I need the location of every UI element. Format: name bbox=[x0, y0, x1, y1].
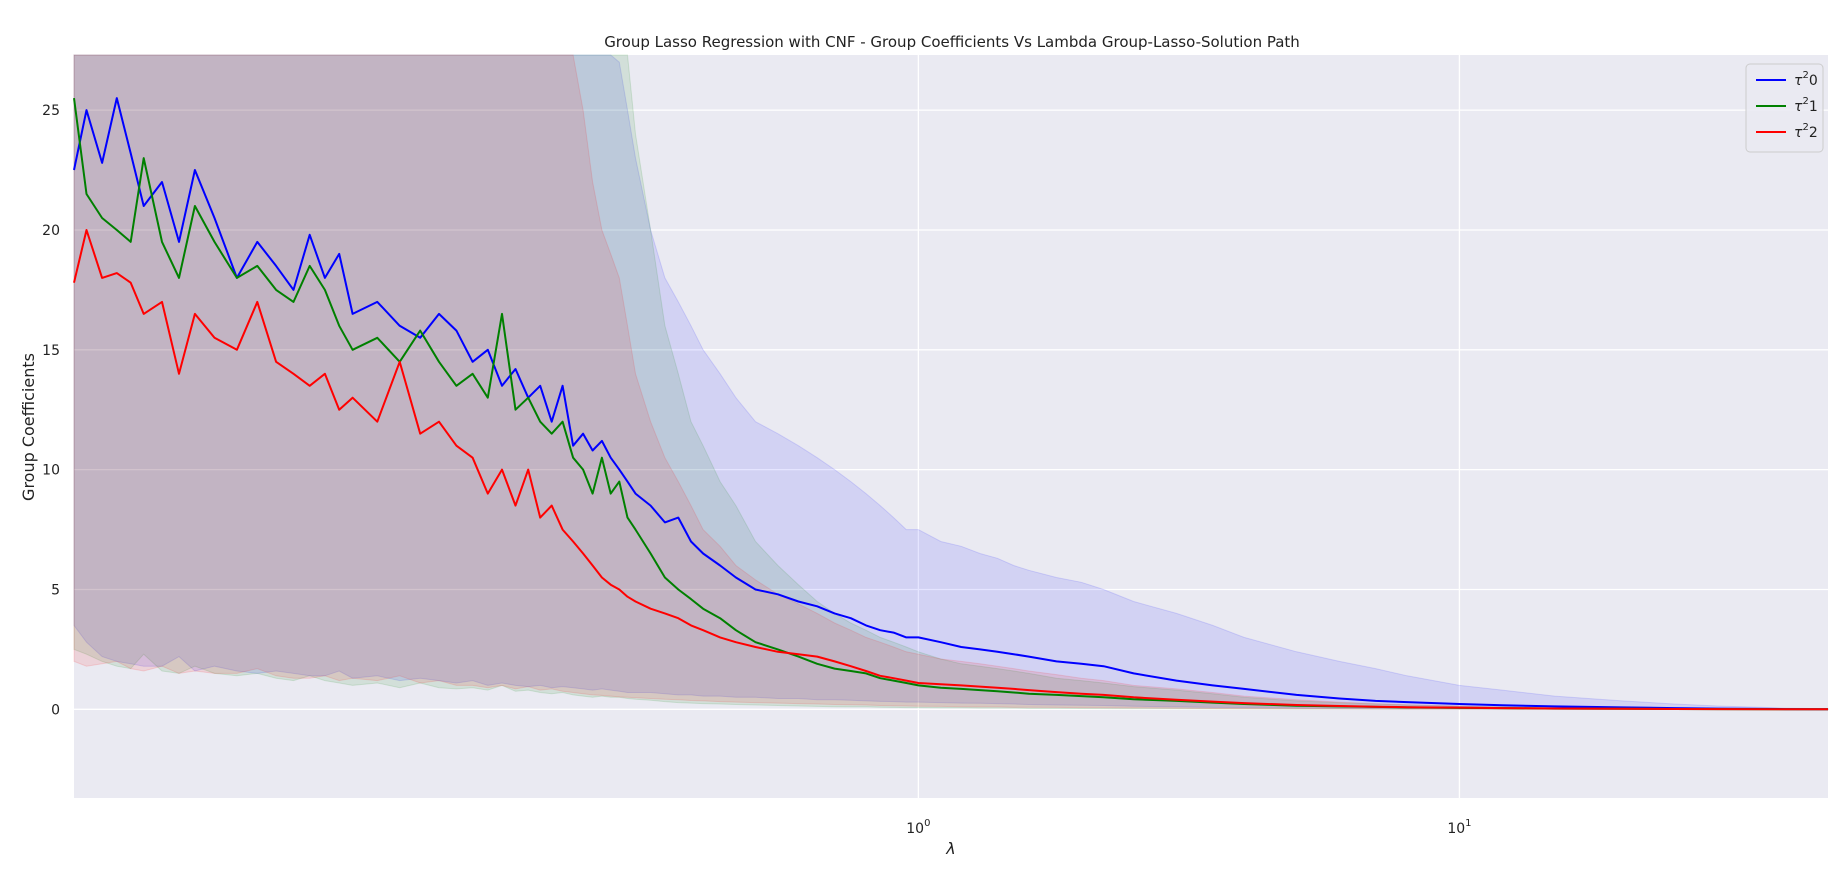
y-tick-label: 10 bbox=[42, 463, 60, 479]
series-lines bbox=[73, 97, 1829, 711]
y-tick-labels: 0 5 10 15 20 25 bbox=[42, 103, 60, 718]
x-tick-label: 101 bbox=[1447, 818, 1471, 837]
grid bbox=[74, 55, 1828, 798]
x-tick-labels: 100 101 bbox=[906, 818, 1471, 837]
legend-box bbox=[1745, 63, 1824, 153]
series-line-0 bbox=[73, 97, 1829, 711]
y-tick-label: 20 bbox=[42, 223, 60, 239]
series-line-1 bbox=[73, 97, 1829, 711]
confidence-bands bbox=[73, 54, 1829, 710]
y-tick-label: 15 bbox=[42, 343, 60, 359]
legend-entry: τ21 bbox=[1794, 96, 1818, 115]
legend-entry: τ22 bbox=[1794, 122, 1818, 141]
x-axis-label: λ bbox=[945, 839, 955, 858]
legend-entry: τ20 bbox=[1794, 70, 1818, 89]
y-tick-label: 5 bbox=[51, 582, 60, 598]
legend: τ20 τ21 τ22 bbox=[1745, 63, 1824, 153]
x-tick-label: 100 bbox=[906, 818, 930, 837]
series-line-2 bbox=[73, 229, 1829, 711]
chart-title: Group Lasso Regression with CNF - Group … bbox=[604, 33, 1300, 51]
y-tick-label: 25 bbox=[42, 103, 60, 119]
plot-area bbox=[74, 55, 1828, 798]
y-tick-label: 0 bbox=[51, 702, 60, 718]
y-axis-label: Group Coefficients bbox=[19, 353, 38, 501]
